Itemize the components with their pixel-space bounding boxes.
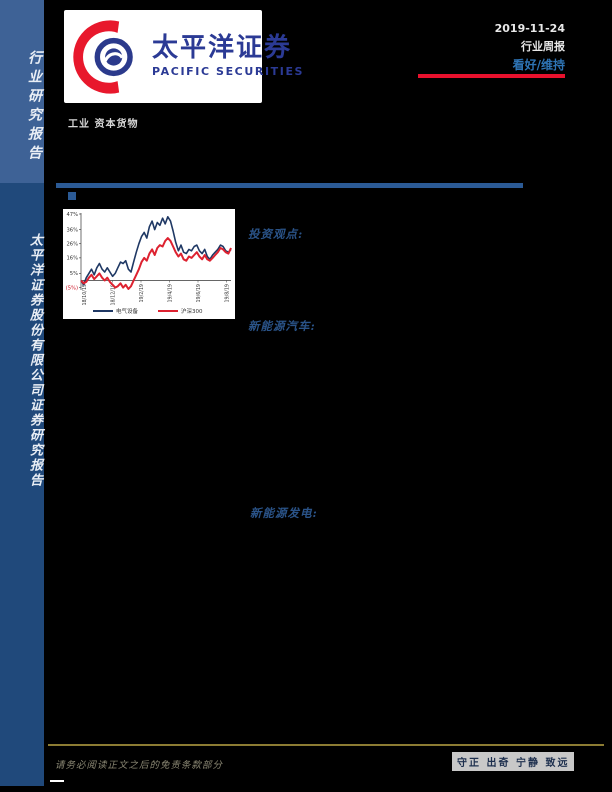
svg-text:18/10/19: 18/10/19: [82, 284, 88, 306]
industry-category: 工业 资本货物: [68, 119, 139, 130]
svg-text:(5%): (5%): [66, 285, 78, 291]
heading-new-energy-power: 新能源发电:: [250, 506, 318, 520]
sidebar-bottom-label: 太平洋证券股份有限公司证券研究报告: [27, 233, 42, 488]
footer-divider-line: [48, 744, 604, 746]
sidebar-top-label: 行业研究报告: [26, 50, 42, 164]
svg-text:19/8/19: 19/8/19: [225, 284, 231, 303]
svg-text:36%: 36%: [66, 227, 78, 233]
chart-figure: 47% 36% 26% 16% 5% (5%) 18/10/19 18/12/19 19/2/1…: [66, 212, 232, 315]
header-meta: 2019-11-24 行业周报 看好/维持: [495, 20, 565, 74]
section-bullet-square: [68, 192, 76, 200]
logo-chinese-name: 太平洋证券: [152, 33, 293, 64]
svg-text:19/4/19: 19/4/19: [168, 284, 174, 303]
footer-page-dash: [50, 780, 64, 782]
svg-text:18/12/19: 18/12/19: [111, 284, 117, 306]
sidebar-top-band: [0, 0, 44, 183]
pacific-securities-logo: 太平洋证券 PACIFIC SECURITIES: [64, 10, 302, 103]
footer-disclaimer: 请务必阅读正文之后的免责条款部分: [55, 760, 224, 771]
logo-wordmark: 太平洋证券 PACIFIC SECURITIES: [152, 33, 305, 78]
svg-text:沪深300: 沪深300: [181, 307, 203, 315]
sidebar-report-type-vertical: 行业研究报告: [0, 50, 44, 164]
rating-underline: [418, 74, 565, 78]
sidebar-company-vertical: 太平洋证券股份有限公司证券研究报告: [0, 233, 44, 488]
report-type: 行业周报: [521, 40, 565, 53]
report-date: 2019-11-24: [494, 22, 565, 35]
rating-badge: 看好/维持: [512, 58, 565, 72]
footer-motto: 守正 出奇 宁静 致远: [452, 752, 575, 771]
pacific-securities-logo-icon: [73, 19, 133, 94]
svg-text:19/2/19: 19/2/19: [139, 284, 145, 303]
svg-text:26%: 26%: [66, 242, 78, 248]
heading-investment-view: 投资观点:: [248, 227, 304, 241]
svg-text:19/6/19: 19/6/19: [196, 284, 202, 303]
logo-english-name: PACIFIC SECURITIES: [152, 64, 305, 78]
heading-new-energy-vehicles: 新能源汽车:: [248, 319, 316, 333]
svg-text:47%: 47%: [66, 212, 78, 218]
svg-text:16%: 16%: [66, 256, 78, 262]
relative-performance-chart: 47% 36% 26% 16% 5% (5%) 18/10/19 18/12/19 19/2/1…: [63, 209, 235, 319]
svg-text:5%: 5%: [70, 271, 78, 277]
svg-text:电气设备: 电气设备: [116, 307, 139, 315]
title-divider-bar: [56, 183, 523, 188]
sidebar-bottom-band: [0, 183, 44, 786]
